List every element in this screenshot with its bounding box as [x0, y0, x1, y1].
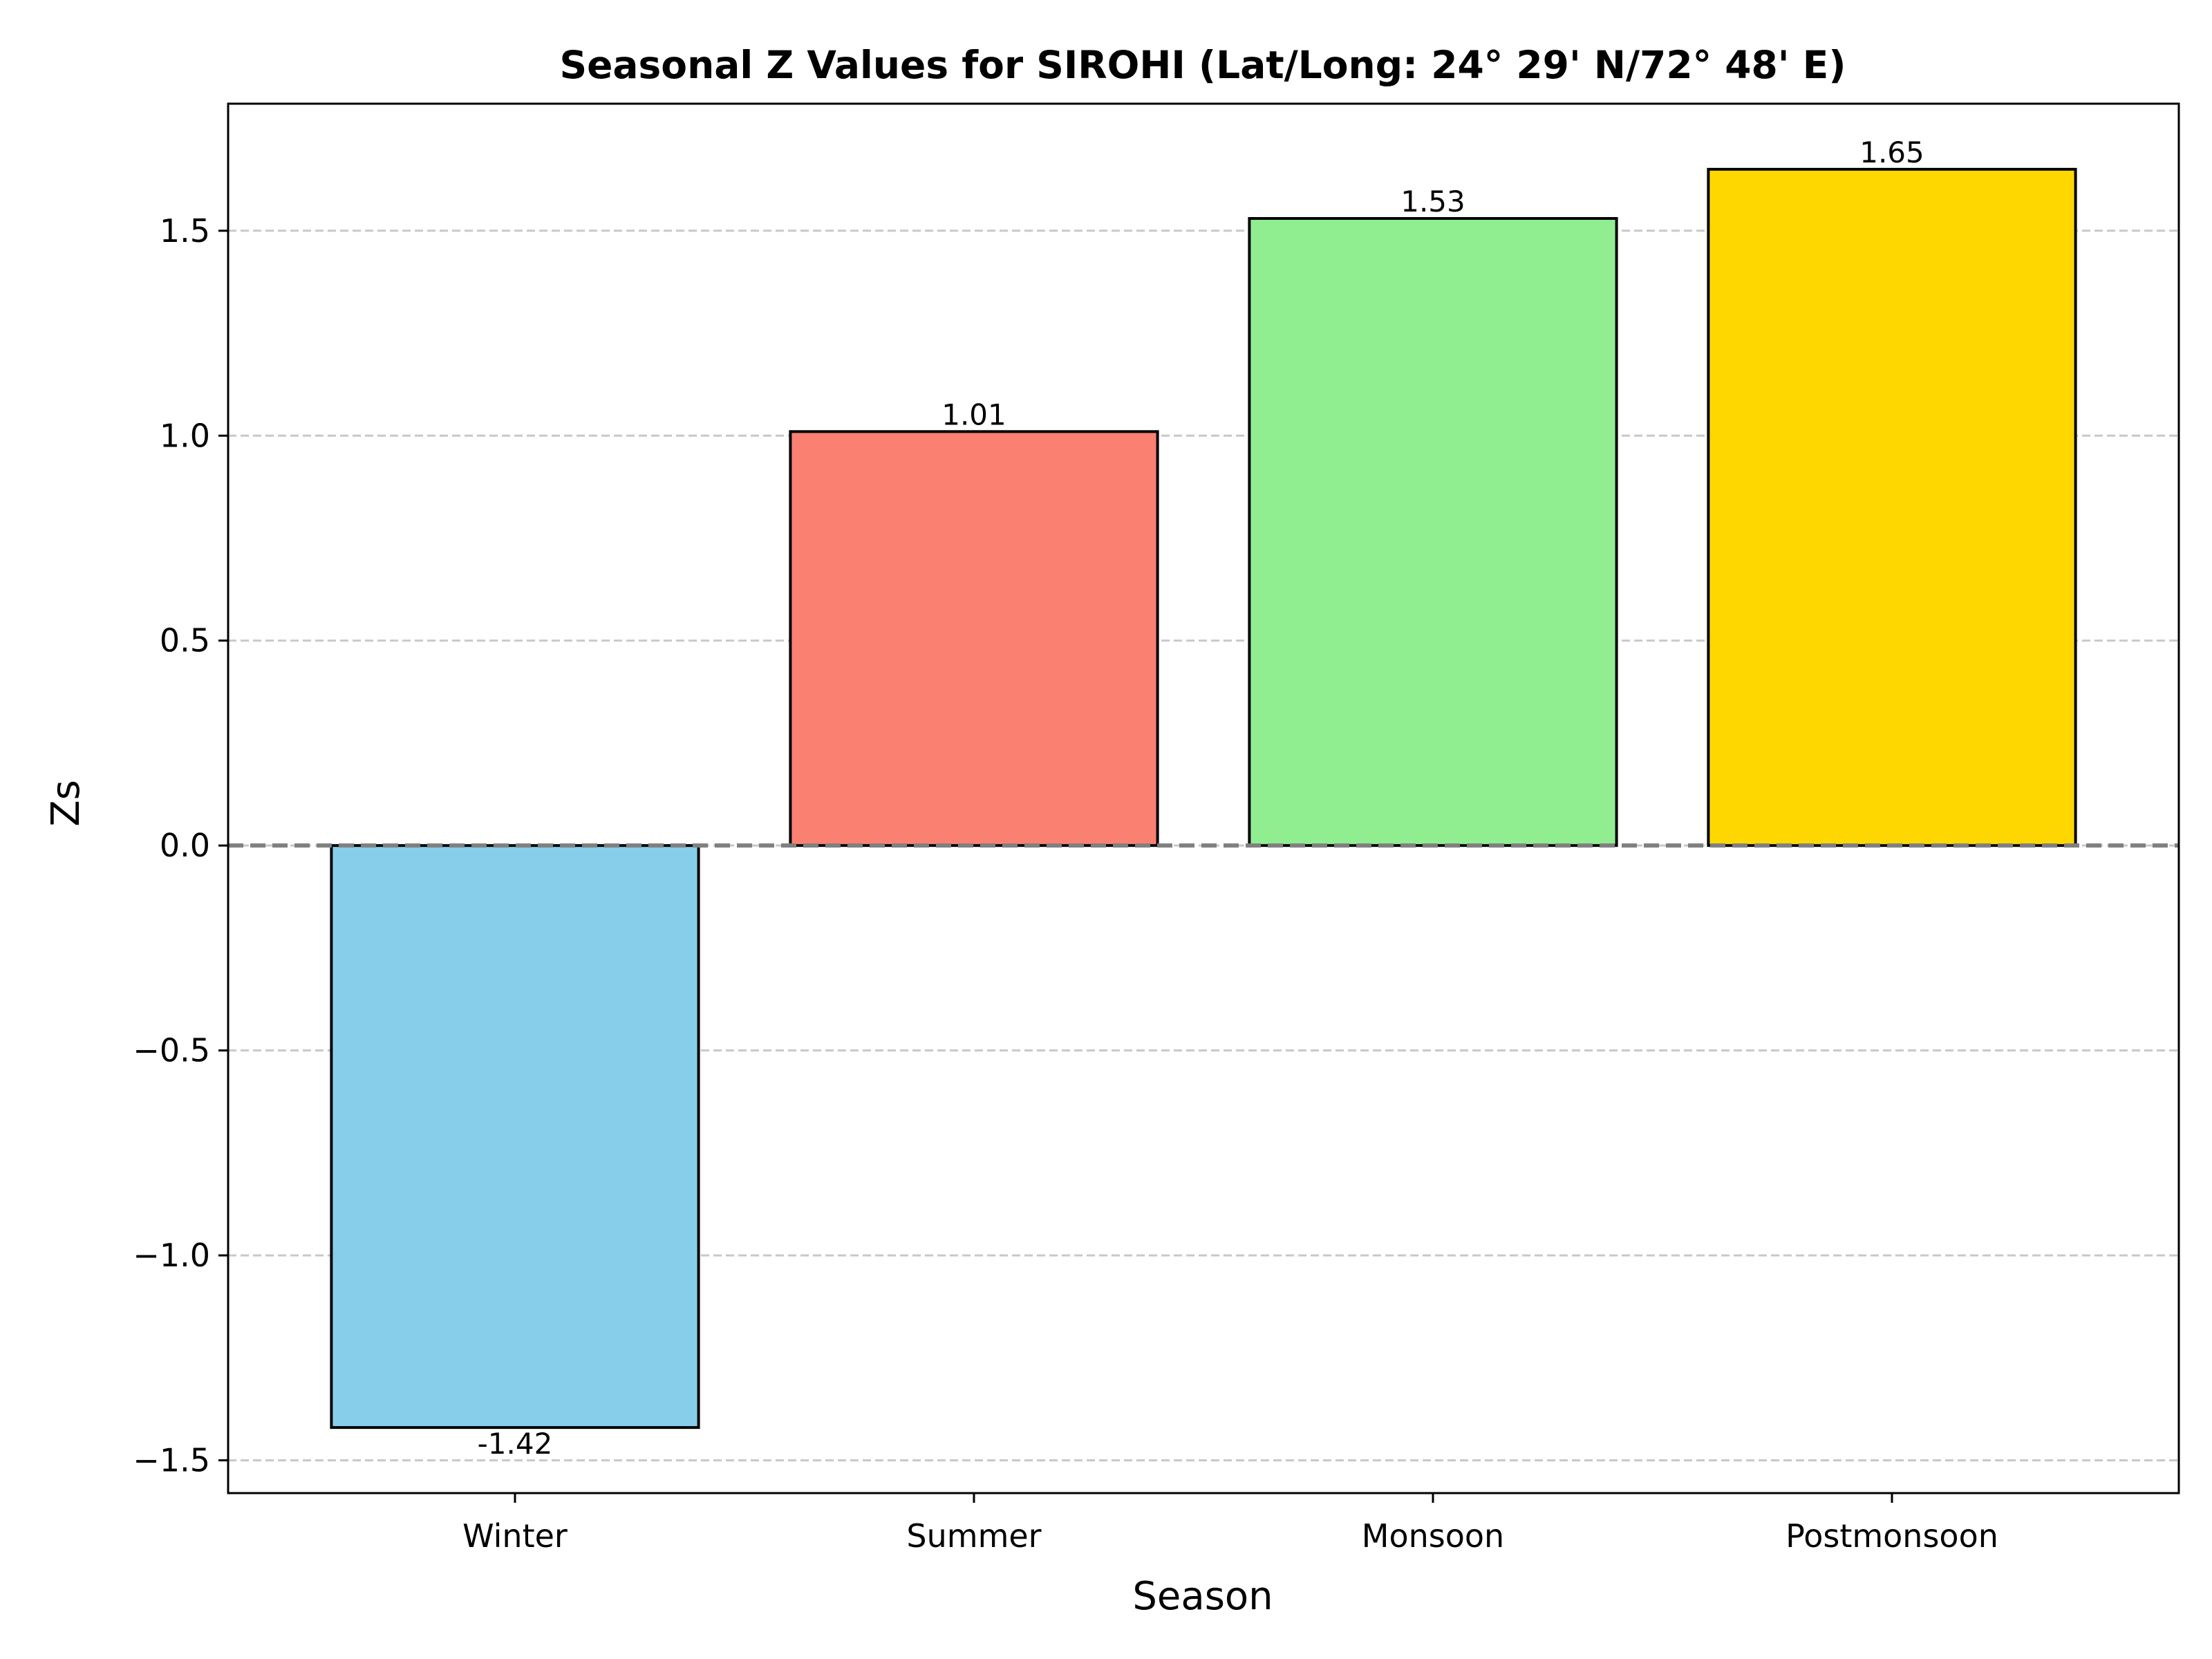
bar-monsoon: [1248, 217, 1618, 847]
x-axis-ticks: Winter Summer Monsoon Postmonsoon: [462, 1493, 1998, 1555]
y-tick-label: 0.5: [160, 622, 210, 659]
y-tick-label: 0.0: [160, 827, 210, 864]
x-tick-label-postmonsoon: Postmonsoon: [1785, 1517, 1998, 1555]
value-labels: -1.42 1.01 1.53 1.65: [478, 135, 1924, 1461]
y-axis-ticks: −1.5 −1.0 −0.5 0.0 0.5 1.0 1.5: [133, 212, 228, 1479]
y-tick-label: −0.5: [133, 1032, 210, 1069]
bars: [330, 167, 2077, 1430]
bar-summer: [789, 430, 1159, 847]
value-label-monsoon: 1.53: [1400, 185, 1465, 218]
x-tick-label-summer: Summer: [906, 1517, 1041, 1555]
bar-winter: [330, 844, 700, 1430]
y-tick-label: −1.5: [133, 1442, 210, 1479]
chart-title: Seasonal Z Values for SIROHI (Lat/Long: …: [560, 43, 1846, 87]
y-axis-label: Zs: [44, 780, 88, 827]
y-tick-label: 1.0: [160, 417, 210, 454]
x-tick-label-winter: Winter: [462, 1517, 568, 1555]
value-label-winter: -1.42: [478, 1427, 553, 1461]
value-label-summer: 1.01: [941, 397, 1006, 431]
value-label-postmonsoon: 1.65: [1859, 135, 1924, 169]
plot-frame: [227, 102, 2180, 1494]
x-axis-label: Season: [1132, 1574, 1273, 1619]
x-tick-label-monsoon: Monsoon: [1362, 1517, 1504, 1555]
y-tick-label: 1.5: [160, 212, 210, 250]
y-tick-label: −1.0: [133, 1237, 210, 1274]
bar-postmonsoon: [1707, 167, 2077, 847]
